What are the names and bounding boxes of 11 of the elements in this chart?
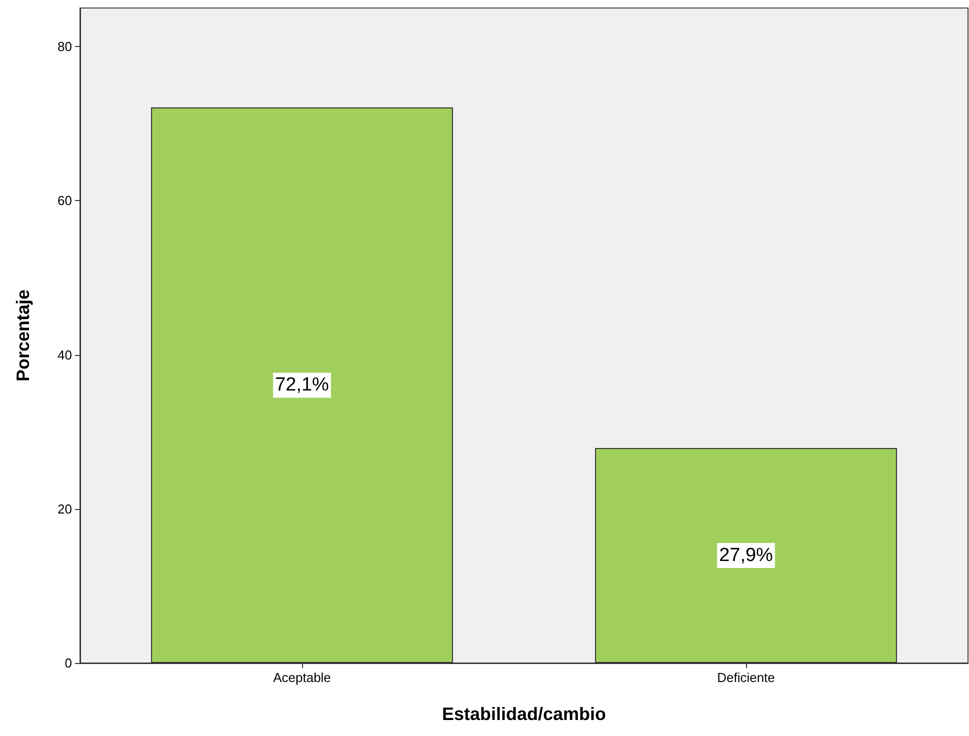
y-tick-label: 20 [58,501,72,516]
y-tick-label: 80 [58,39,72,54]
x-tick-label: Aceptable [273,670,331,685]
y-axis-title: Porcentaje [13,289,33,382]
y-tick-label: 0 [64,656,72,670]
y-tick-label: 60 [58,193,72,208]
data-label: 27,9% [719,545,774,566]
y-tick-label: 40 [58,347,72,362]
x-axis-title: Estabilidad/cambio [442,704,606,724]
data-label: 72,1% [275,374,330,396]
x-tick-label: Deficiente [717,670,775,685]
